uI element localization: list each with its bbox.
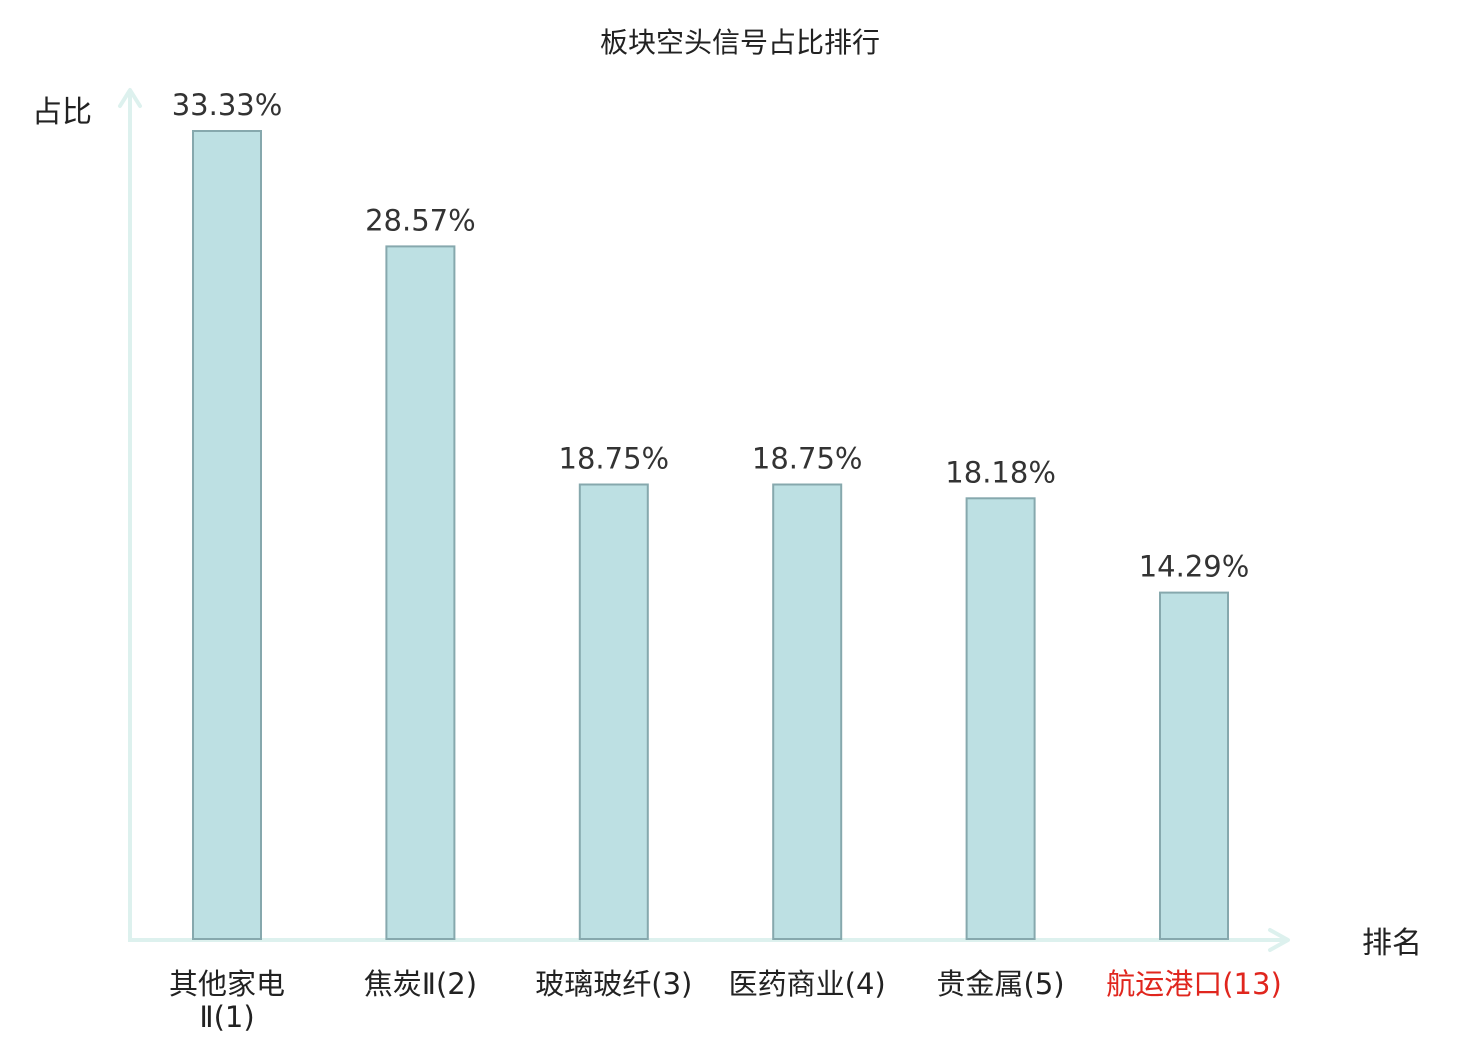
bar-value-label: 14.29% — [1139, 550, 1250, 584]
y-axis-label: 占比 — [32, 95, 92, 130]
bar-value-label: 18.18% — [945, 455, 1056, 489]
x-axis-arrow — [1268, 928, 1290, 952]
bar-value-label: 18.75% — [559, 442, 670, 476]
category-tick-label: 焦炭Ⅱ(2) — [364, 967, 477, 1001]
bar — [1159, 591, 1229, 940]
bar-value-label: 28.57% — [365, 203, 476, 237]
category-tick-label: 航运港口(13) — [1106, 967, 1282, 1001]
bar — [385, 245, 456, 940]
bar — [772, 483, 843, 940]
value-labels-group: 33.33% 28.57% 18.75% 18.75% 18.18% 14.29% — [172, 88, 1250, 584]
bar-value-label: 18.75% — [752, 442, 863, 476]
category-tick-label: 医药商业(4) — [729, 967, 886, 1001]
bar-value-label: 33.33% — [172, 88, 283, 122]
chart-title: 板块空头信号占比排行 — [600, 26, 880, 59]
bar — [578, 483, 649, 940]
category-tick-label: Ⅱ(1) — [199, 1000, 254, 1034]
category-tick-label: 玻璃玻纤(3) — [535, 967, 692, 1001]
y-axis-arrow — [118, 88, 142, 108]
bars-group — [192, 130, 1229, 940]
bar — [192, 130, 262, 940]
x-axis-label: 排名 — [1362, 926, 1422, 961]
bar — [965, 497, 1036, 940]
category-tick-label: 贵金属(5) — [937, 967, 1065, 1001]
category-tick-label: 其他家电 — [169, 967, 285, 1001]
